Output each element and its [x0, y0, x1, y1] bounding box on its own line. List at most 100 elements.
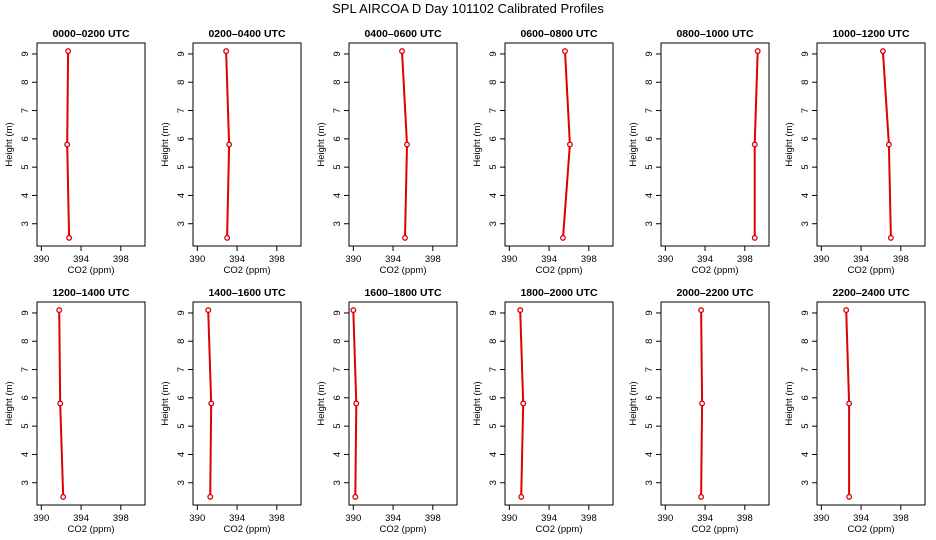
- y-tick-label: 6: [332, 136, 343, 141]
- x-tick-label: 394: [385, 513, 401, 524]
- y-tick-label: 7: [20, 367, 31, 372]
- y-axis-label: Height (m): [472, 122, 483, 166]
- y-tick-label: 6: [800, 395, 811, 400]
- plot-frame: [348, 301, 458, 506]
- x-axis-label: CO2 (ppm): [848, 524, 895, 535]
- y-tick-label: 9: [332, 310, 343, 315]
- x-axis-label: CO2 (ppm): [848, 265, 895, 276]
- profile-point: [56, 307, 63, 314]
- y-axis-label: Height (m): [784, 381, 795, 425]
- x-tick-label: 394: [541, 254, 557, 265]
- y-tick-label: 5: [332, 423, 343, 428]
- y-tick-label: 7: [488, 108, 499, 113]
- y-tick-label: 6: [20, 136, 31, 141]
- x-tick-label: 390: [345, 513, 361, 524]
- y-axis-label: Height (m): [316, 381, 327, 425]
- y-tick-label: 3: [488, 221, 499, 226]
- profile-point: [223, 48, 230, 55]
- y-tick-label: 5: [800, 164, 811, 169]
- profile-point: [66, 234, 73, 241]
- x-axis-label: CO2 (ppm): [224, 265, 271, 276]
- x-tick-label: 390: [813, 254, 829, 265]
- profile-point: [562, 48, 568, 55]
- y-tick-label: 4: [20, 452, 31, 457]
- y-axis-label: Height (m): [628, 122, 639, 166]
- y-tick-label: 3: [644, 221, 655, 226]
- profile-point: [699, 400, 706, 407]
- y-tick-label: 3: [332, 221, 343, 226]
- y-tick-label: 7: [644, 108, 655, 113]
- y-tick-label: 5: [488, 423, 499, 428]
- y-tick-label: 8: [488, 80, 499, 85]
- plot-frame: [660, 42, 770, 247]
- x-tick-label: 398: [737, 254, 753, 265]
- panel-title: 0000–0200 UTC: [52, 28, 129, 40]
- x-tick-label: 394: [541, 513, 557, 524]
- y-tick-label: 8: [20, 339, 31, 344]
- plot-frame: [504, 301, 614, 506]
- x-axis-label: CO2 (ppm): [380, 265, 427, 276]
- plot-frame: [36, 42, 146, 247]
- x-axis-label: CO2 (ppm): [692, 265, 739, 276]
- y-tick-label: 9: [644, 310, 655, 315]
- plot-frame: [816, 42, 926, 247]
- y-tick-label: 5: [332, 164, 343, 169]
- y-tick-label: 8: [800, 80, 811, 85]
- x-tick-label: 394: [697, 513, 713, 524]
- y-tick-label: 8: [800, 339, 811, 344]
- y-tick-label: 6: [176, 136, 187, 141]
- y-tick-label: 8: [176, 339, 187, 344]
- y-axis-label: Height (m): [160, 381, 171, 425]
- profile-point: [205, 307, 212, 314]
- y-tick-label: 4: [20, 193, 31, 198]
- y-tick-label: 8: [20, 80, 31, 85]
- profile-point: [885, 141, 892, 148]
- y-tick-label: 3: [800, 221, 811, 226]
- profile-point: [353, 400, 360, 407]
- y-tick-label: 3: [644, 480, 655, 485]
- y-tick-label: 7: [20, 108, 31, 113]
- profile-point: [698, 307, 705, 314]
- y-axis-label: Height (m): [784, 122, 795, 166]
- x-tick-label: 398: [581, 513, 597, 524]
- y-axis-label: Height (m): [4, 381, 15, 425]
- x-tick-label: 394: [853, 254, 869, 265]
- y-tick-label: 3: [332, 480, 343, 485]
- panel-title: 0200–0400 UTC: [208, 28, 285, 40]
- plot-frame: [348, 42, 458, 247]
- x-axis-label: CO2 (ppm): [224, 524, 271, 535]
- y-tick-label: 9: [488, 51, 499, 56]
- x-tick-label: 390: [189, 254, 205, 265]
- x-tick-label: 394: [229, 513, 245, 524]
- x-tick-label: 398: [425, 513, 441, 524]
- profile-point: [843, 307, 850, 314]
- y-tick-label: 9: [176, 310, 187, 315]
- profile-point: [698, 493, 705, 500]
- profile-point: [399, 48, 405, 55]
- y-tick-label: 3: [800, 480, 811, 485]
- plot-frame: [504, 42, 614, 247]
- y-tick-label: 7: [644, 367, 655, 372]
- panel-title: 1000–1200 UTC: [832, 28, 909, 40]
- y-tick-label: 7: [176, 108, 187, 113]
- panel-title: 2200–2400 UTC: [832, 287, 909, 299]
- y-tick-label: 6: [488, 395, 499, 400]
- y-tick-label: 4: [800, 452, 811, 457]
- y-axis-label: Height (m): [160, 122, 171, 166]
- x-tick-label: 390: [813, 513, 829, 524]
- profile-point: [404, 141, 410, 148]
- y-tick-label: 8: [644, 80, 655, 85]
- y-tick-label: 6: [20, 395, 31, 400]
- plot-frame: [660, 301, 770, 506]
- y-tick-label: 9: [644, 51, 655, 56]
- x-tick-label: 394: [229, 254, 245, 265]
- y-tick-label: 4: [800, 193, 811, 198]
